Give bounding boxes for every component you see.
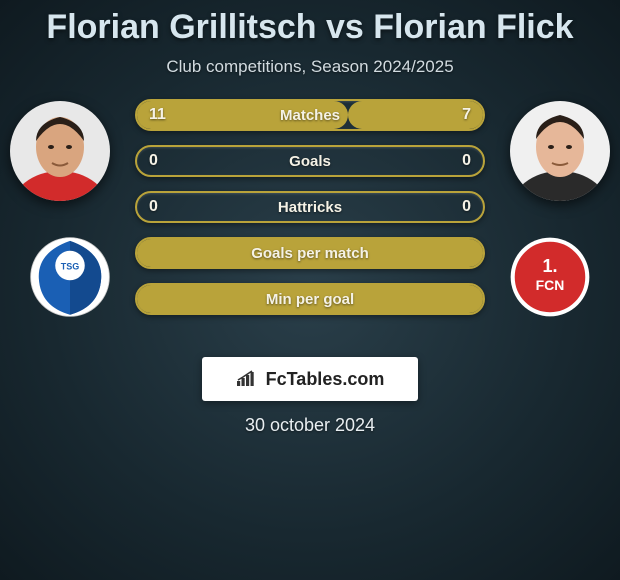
club-right-svg: 1. FCN	[509, 236, 591, 318]
club-left-svg: TSG	[29, 236, 111, 318]
stat-bar: 0 0 Goals	[135, 145, 485, 177]
svg-text:FCN: FCN	[536, 277, 565, 293]
player-right-avatar	[510, 101, 610, 201]
stat-label: Goals	[289, 153, 331, 170]
comparison-area: TSG 1. FCN 11 7 Matches 0 0 Goals 0 0 Hattricks G…	[0, 99, 620, 349]
stat-bar: Goals per match	[135, 237, 485, 269]
stat-value-right: 0	[462, 152, 471, 170]
player-right-svg	[510, 101, 610, 201]
page-title: Florian Grillitsch vs Florian Flick	[0, 0, 620, 47]
stat-label: Goals per match	[251, 245, 369, 262]
player-left-svg	[10, 101, 110, 201]
club-left-crest: TSG	[20, 227, 120, 327]
stat-bars: 11 7 Matches 0 0 Goals 0 0 Hattricks Goals per ma…	[135, 99, 485, 329]
stat-value-left: 0	[149, 152, 158, 170]
stat-value-left: 11	[149, 106, 166, 124]
stat-label: Hattricks	[278, 199, 342, 216]
stat-label: Matches	[280, 107, 340, 124]
chart-icon	[236, 370, 258, 388]
stat-value-left: 0	[149, 198, 158, 216]
fctables-watermark: FcTables.com	[202, 357, 418, 401]
club-right-crest: 1. FCN	[500, 227, 600, 327]
stat-value-right: 7	[462, 106, 471, 124]
date-label: 30 october 2024	[0, 415, 620, 436]
player-left-avatar	[10, 101, 110, 201]
watermark-text: FcTables.com	[266, 369, 385, 390]
stat-bar: 11 7 Matches	[135, 99, 485, 131]
stat-label: Min per goal	[266, 291, 354, 308]
svg-text:1.: 1.	[542, 256, 557, 276]
stat-bar: 0 0 Hattricks	[135, 191, 485, 223]
subtitle: Club competitions, Season 2024/2025	[0, 57, 620, 77]
svg-text:TSG: TSG	[61, 262, 80, 272]
stat-value-right: 0	[462, 198, 471, 216]
stat-bar: Min per goal	[135, 283, 485, 315]
